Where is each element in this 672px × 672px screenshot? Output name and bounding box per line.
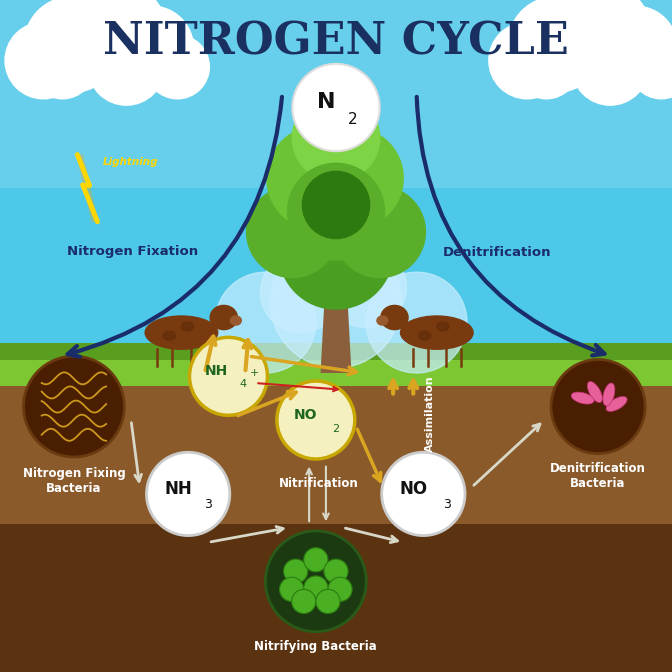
Text: +: + [249,368,259,378]
Circle shape [5,22,81,99]
Circle shape [382,452,465,536]
Circle shape [551,360,645,454]
Text: NH: NH [164,480,192,497]
Circle shape [302,171,370,239]
Text: 2: 2 [348,112,358,127]
Text: Denitrification: Denitrification [443,245,551,259]
Circle shape [24,356,124,457]
Ellipse shape [603,383,615,406]
Circle shape [334,186,425,278]
Circle shape [292,64,380,151]
Ellipse shape [181,322,194,331]
Text: 4: 4 [240,380,247,389]
Text: Nitrogen Fixing
Bacteria: Nitrogen Fixing Bacteria [23,467,125,495]
Ellipse shape [377,316,388,325]
Circle shape [277,381,355,459]
Ellipse shape [401,316,473,349]
Circle shape [110,6,194,89]
Text: N: N [317,92,335,112]
Circle shape [190,337,267,415]
Polygon shape [0,524,672,672]
Circle shape [304,576,328,600]
Circle shape [247,186,338,278]
Text: Nitrification: Nitrification [280,477,359,490]
Circle shape [366,272,467,373]
Text: NITROGEN CYCLE: NITROGEN CYCLE [103,20,569,63]
Ellipse shape [210,306,237,330]
Circle shape [630,35,672,99]
Polygon shape [0,349,672,386]
Text: Nitrifying Bacteria: Nitrifying Bacteria [255,640,377,653]
Circle shape [324,559,348,583]
Circle shape [146,452,230,536]
Ellipse shape [145,316,218,349]
Polygon shape [0,343,672,360]
Circle shape [292,94,380,181]
Circle shape [267,126,372,230]
Polygon shape [321,272,351,373]
Circle shape [489,22,565,99]
Circle shape [304,548,328,572]
Circle shape [59,0,168,89]
Circle shape [288,163,384,260]
Circle shape [215,272,316,373]
Circle shape [31,35,94,99]
Circle shape [326,247,407,327]
Circle shape [292,589,316,614]
Text: 3: 3 [443,497,451,511]
Ellipse shape [571,392,594,404]
Circle shape [572,28,648,105]
Circle shape [265,531,366,632]
Circle shape [328,577,352,601]
Circle shape [279,195,393,309]
Circle shape [302,128,403,228]
Text: NO: NO [294,408,317,421]
Text: 3: 3 [204,497,212,511]
Circle shape [145,35,210,99]
Polygon shape [0,380,672,672]
Circle shape [543,0,652,89]
Circle shape [594,6,672,89]
Circle shape [316,589,340,614]
Polygon shape [0,0,672,188]
Text: Nitrogen Fixation: Nitrogen Fixation [67,245,198,259]
Circle shape [280,577,304,601]
Text: NH: NH [205,364,228,378]
Text: Denitrification
Bacteria: Denitrification Bacteria [550,462,646,490]
Ellipse shape [606,396,627,411]
Circle shape [284,559,308,583]
Ellipse shape [419,331,431,340]
Circle shape [508,0,603,93]
Text: Assimilation: Assimilation [425,375,435,452]
Ellipse shape [230,316,241,325]
Text: NO: NO [399,480,427,497]
Ellipse shape [381,306,408,330]
Circle shape [515,35,578,99]
Ellipse shape [587,382,602,403]
Ellipse shape [437,322,449,331]
Text: Lightning: Lightning [103,157,159,167]
Circle shape [270,237,401,368]
Polygon shape [0,0,672,380]
Circle shape [24,0,120,93]
Ellipse shape [163,331,175,340]
Circle shape [261,252,341,333]
Circle shape [88,28,165,105]
Text: 2: 2 [333,424,339,433]
